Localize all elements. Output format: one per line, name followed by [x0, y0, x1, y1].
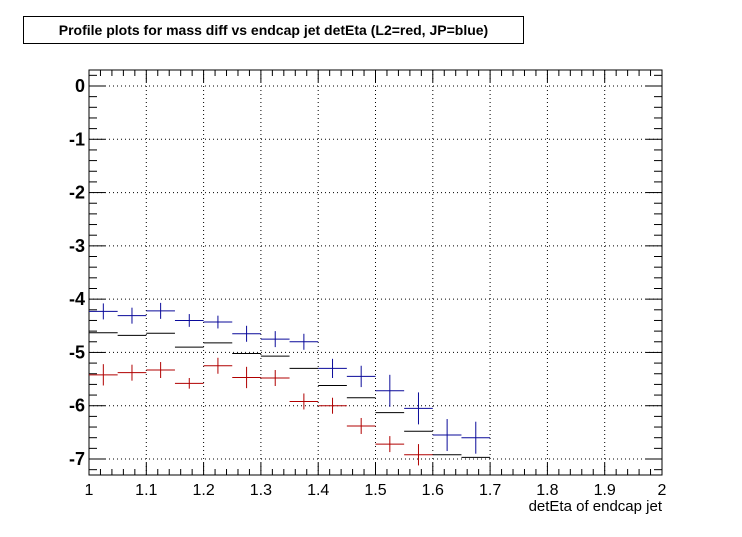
data-point — [203, 357, 233, 374]
x-tick-label: 1.4 — [307, 482, 329, 499]
data-point — [146, 302, 175, 319]
series-0 — [89, 302, 491, 454]
y-tick-label: -6 — [69, 396, 85, 416]
data-point — [318, 397, 347, 414]
data-marks — [89, 302, 491, 466]
x-tick-label: 1.5 — [364, 482, 386, 499]
data-point — [461, 421, 491, 454]
y-tick-label: -7 — [69, 449, 85, 469]
y-tick-label: -1 — [69, 129, 85, 149]
data-point — [289, 333, 319, 350]
data-point — [404, 392, 433, 425]
data-point — [404, 444, 433, 466]
data-point — [260, 370, 290, 387]
data-point — [174, 314, 204, 327]
x-tick-label: 1.1 — [135, 482, 157, 499]
data-point — [318, 358, 347, 379]
data-point — [346, 365, 376, 388]
data-point — [432, 419, 462, 452]
data-point — [117, 364, 147, 381]
x-tick-label: 1.7 — [479, 482, 501, 499]
x-tick-label: 1.2 — [192, 482, 214, 499]
y-axis: 0 -1 -2 -3 -4 -5 -6 -7 — [69, 74, 662, 471]
x-axis-label: detEta of endcap jet — [529, 498, 663, 515]
series-1 — [89, 332, 491, 458]
data-point — [346, 417, 376, 434]
chart-title: Profile plots for mass diff vs endcap je… — [58, 22, 489, 38]
y-tick-label: 0 — [75, 76, 85, 96]
y-tick-label: -3 — [69, 236, 85, 256]
data-point — [146, 362, 175, 379]
data-point — [117, 307, 147, 324]
data-point — [232, 325, 261, 342]
data-point — [260, 331, 290, 348]
y-tick-label: -5 — [69, 342, 85, 362]
data-point — [232, 366, 261, 389]
x-tick-label: 1.6 — [422, 482, 444, 499]
x-tick-label: 1.3 — [250, 482, 272, 499]
x-tick-label: 2 — [658, 482, 667, 499]
data-point — [289, 393, 319, 410]
data-point — [203, 315, 233, 329]
data-point — [174, 378, 204, 389]
data-point — [375, 374, 405, 407]
data-point — [89, 364, 118, 386]
data-point — [89, 303, 118, 320]
y-tick-label: -4 — [69, 289, 85, 309]
data-point — [375, 436, 405, 453]
chart-title-box: Profile plots for mass diff vs endcap je… — [23, 16, 524, 44]
x-tick-label: 1.8 — [536, 482, 558, 499]
y-tick-label: -2 — [69, 183, 85, 203]
x-axis: 1 1.1 1.2 1.3 1.4 1.5 1.6 1.7 1.8 1.9 2 — [85, 70, 667, 499]
grid — [89, 70, 662, 475]
x-tick-label: 1 — [85, 482, 94, 499]
series-2 — [89, 357, 433, 466]
x-tick-label: 1.9 — [594, 482, 616, 499]
